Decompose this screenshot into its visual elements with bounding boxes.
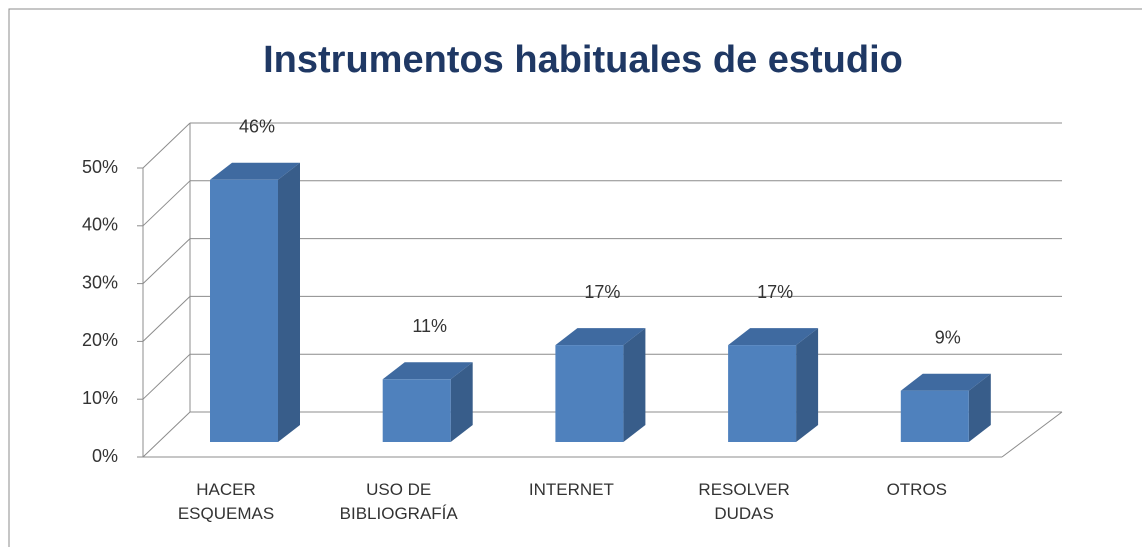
chart-frame [8,8,1142,547]
grid-line [142,411,191,458]
x-tick-label: RESOLVER DUDAS [698,480,790,523]
y-tick-label: 30% [82,272,118,292]
x-tick-label: INTERNET [528,480,614,499]
y-tick-label: 50% [82,157,118,177]
data-label: 9% [935,327,961,347]
x-tick-label: HACER ESQUEMAS [177,480,275,523]
grid-line [142,353,191,400]
data-label: 46% [239,117,275,137]
bar [900,390,969,442]
y-tick-label: 0% [92,446,118,466]
data-label: 17% [584,282,620,302]
bar [382,379,451,442]
grid-line [142,180,191,227]
bar-top [210,162,300,180]
floor-right [1001,411,1063,458]
bar [728,345,797,442]
grid-line [142,238,191,284]
x-tick-label: OTROS [886,480,948,499]
bar-side [623,328,646,442]
bar-top [900,373,991,391]
y-tick-label: 10% [82,388,118,408]
x-tick-label: USO DE BIBLIOGRAFÍA [339,480,458,523]
bar-side [278,162,300,443]
bar [555,345,624,442]
bar-top [555,328,646,346]
bar-side [968,373,991,442]
grid-line [142,122,191,169]
chart-title: Instrumentos habituales de estudio [263,39,903,81]
data-label: 11% [412,316,447,336]
bar-side [450,362,473,442]
bar-top [382,362,473,380]
data-label: 17% [757,282,793,302]
y-tick-label: 40% [82,215,118,235]
y-tick-label: 20% [82,330,118,350]
bar [210,179,278,443]
bar-top [728,328,819,346]
grid-line [142,296,191,342]
bar-side [796,328,819,442]
